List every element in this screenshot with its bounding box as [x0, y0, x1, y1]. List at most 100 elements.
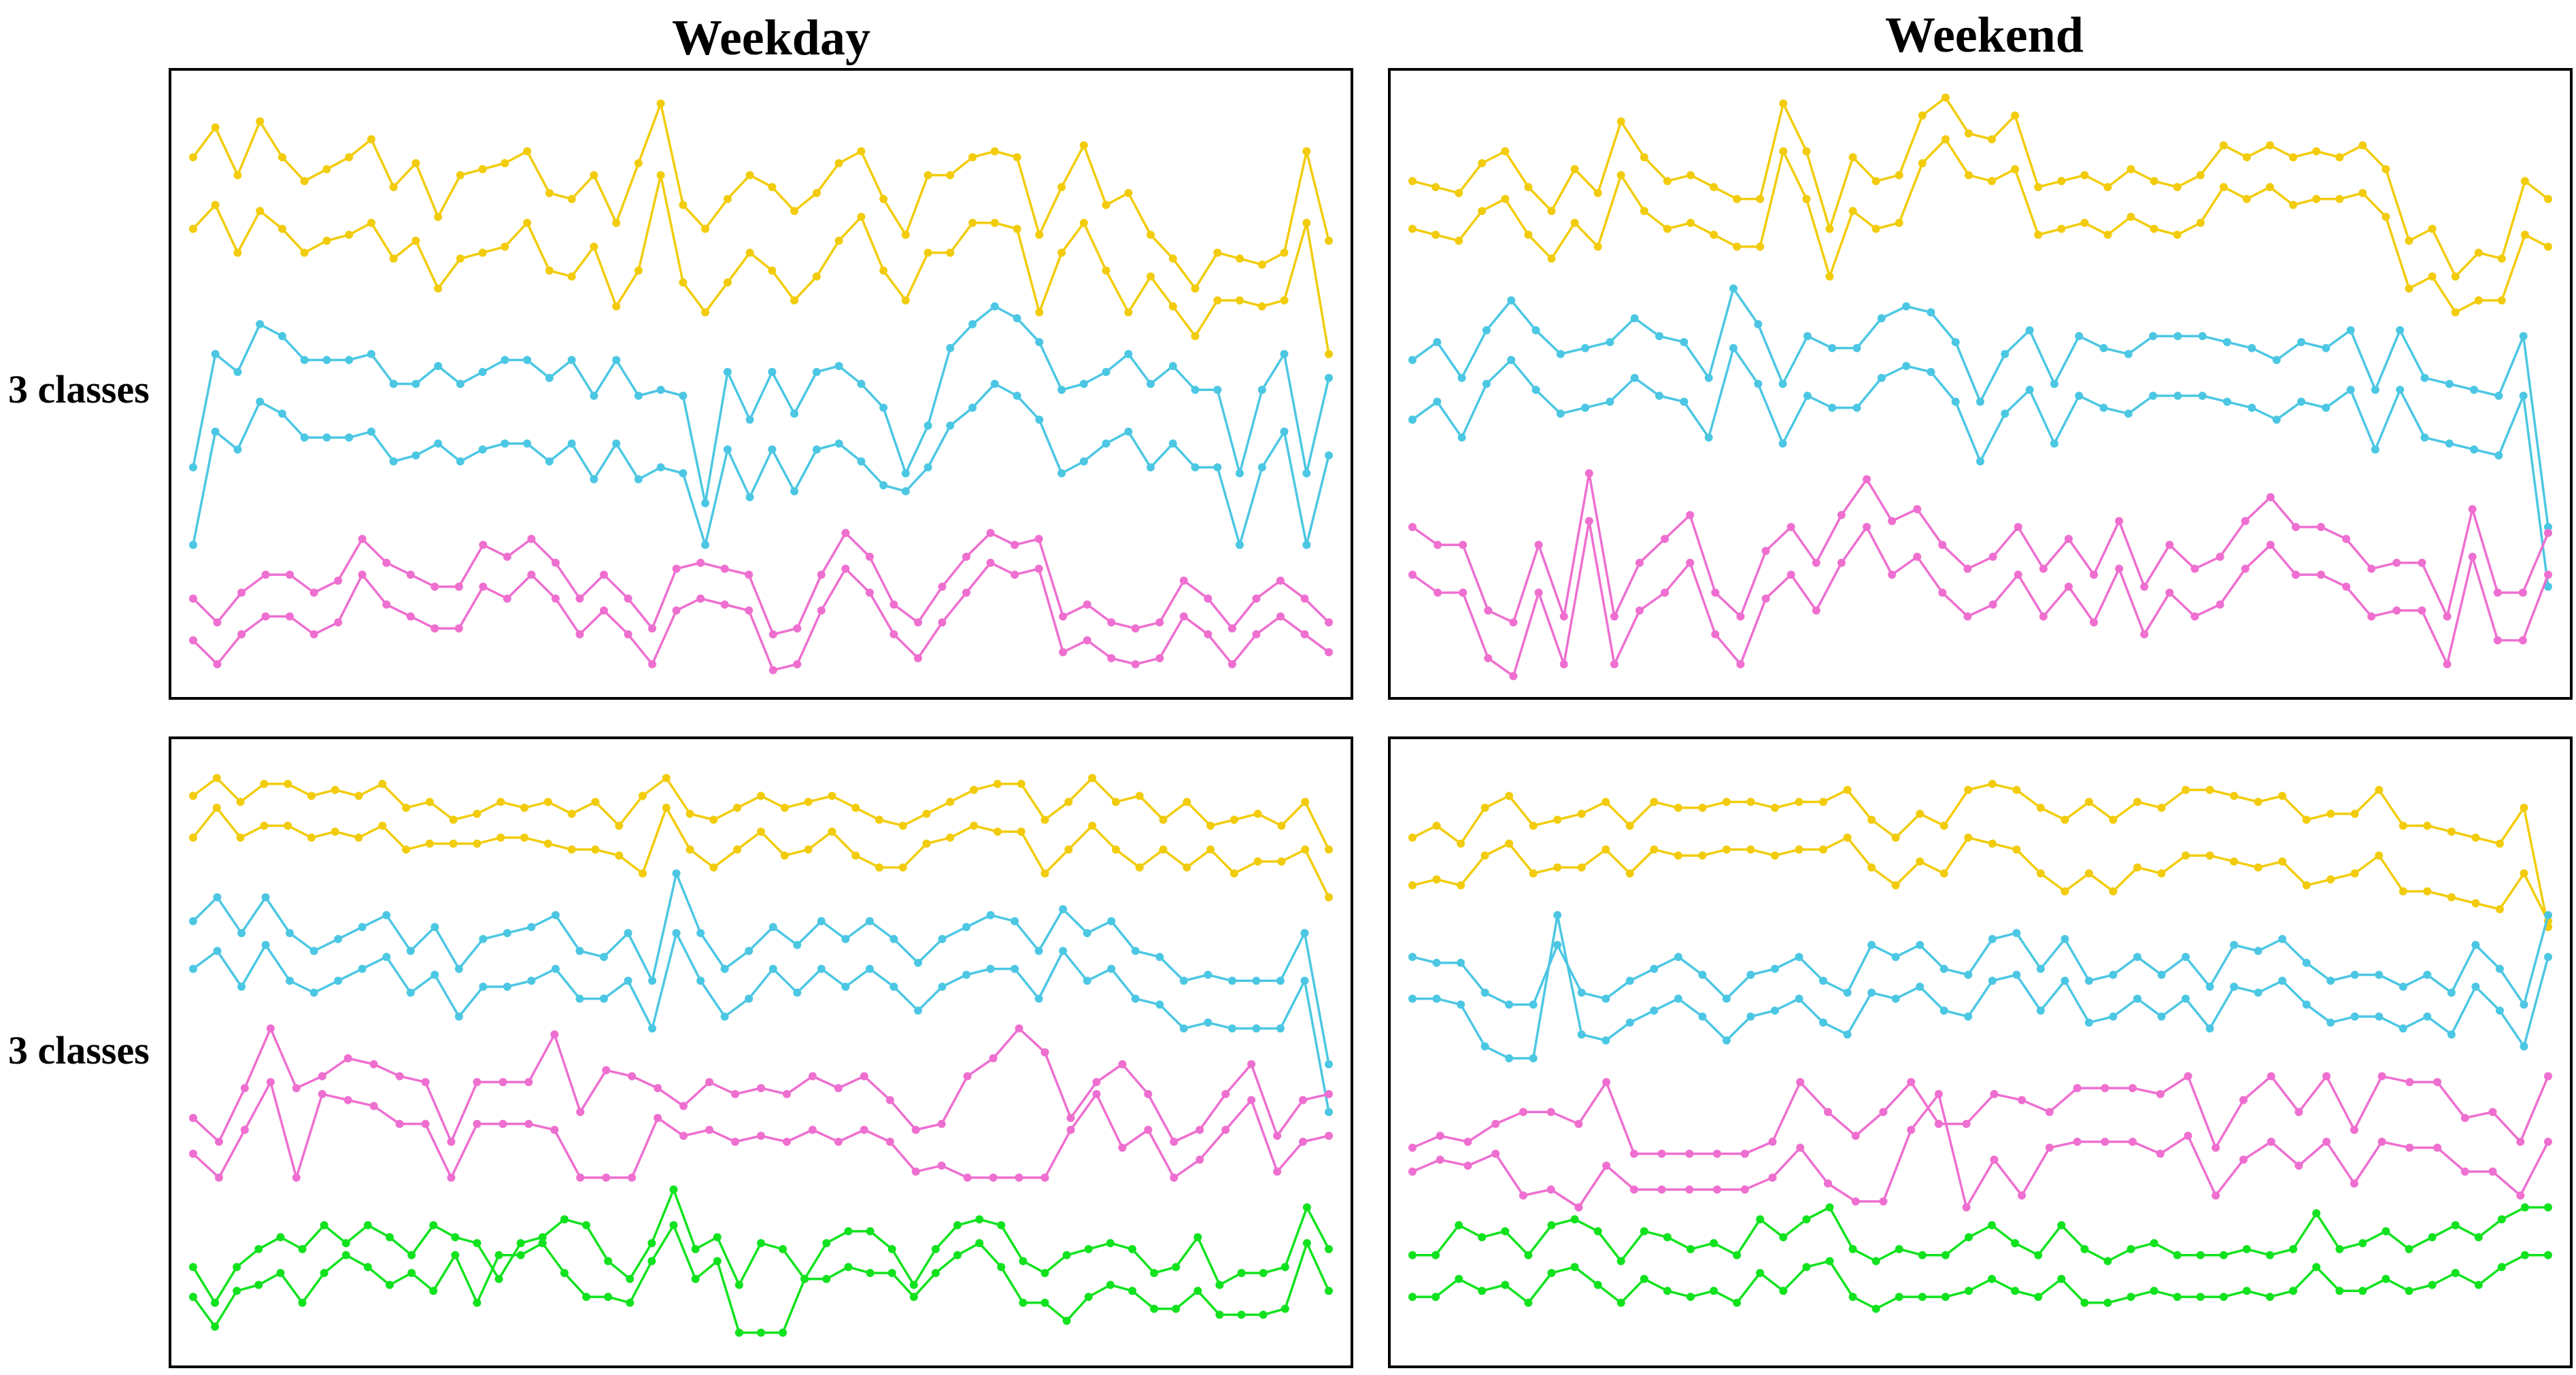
data-point — [2443, 660, 2452, 668]
data-point — [300, 248, 309, 257]
data-point — [1771, 803, 1779, 812]
data-point — [1107, 653, 1116, 662]
data-point — [2018, 1096, 2027, 1104]
data-point — [1771, 964, 1779, 973]
data-point — [367, 427, 375, 436]
data-point — [1040, 1173, 1049, 1182]
data-point — [395, 1072, 404, 1081]
data-point — [1206, 845, 1215, 854]
data-point — [2173, 392, 2182, 400]
data-point — [1988, 552, 1997, 561]
data-point — [841, 564, 850, 573]
data-point — [909, 1280, 918, 1289]
data-point — [602, 1066, 611, 1074]
data-point — [2034, 183, 2043, 192]
data-point — [2544, 1138, 2552, 1146]
data-point — [1934, 1119, 1943, 1128]
data-point — [1828, 403, 1837, 412]
data-point — [679, 1102, 688, 1110]
data-point — [211, 427, 220, 436]
data-point — [2495, 905, 2504, 913]
data-point — [411, 159, 420, 167]
data-point — [1325, 618, 1333, 627]
data-point — [2544, 953, 2552, 962]
data-point — [1733, 194, 1742, 203]
data-point — [1837, 558, 1846, 567]
data-point — [2018, 1191, 2027, 1200]
data-point — [278, 153, 286, 162]
data-point — [479, 934, 488, 943]
data-point — [800, 1274, 809, 1283]
data-point — [240, 1125, 249, 1134]
data-point — [860, 1125, 868, 1134]
data-point — [817, 917, 826, 926]
data-point — [731, 1089, 739, 1098]
data-point — [946, 798, 955, 807]
data-point — [2050, 439, 2058, 448]
data-point — [990, 147, 999, 156]
data-point — [1803, 392, 1812, 400]
data-point — [2057, 224, 2066, 233]
data-point — [2405, 1143, 2414, 1152]
data-point — [2103, 231, 2112, 239]
data-point — [2433, 1143, 2442, 1152]
data-point — [1302, 469, 1311, 477]
data-point — [478, 445, 487, 454]
data-point — [612, 218, 621, 227]
data-point — [2182, 953, 2190, 962]
data-point — [1276, 1024, 1285, 1033]
data-point — [320, 1221, 328, 1229]
data-point — [2520, 1000, 2528, 1009]
data-point — [1102, 201, 1111, 209]
data-point — [817, 606, 826, 615]
data-point — [2080, 1298, 2089, 1307]
data-point — [2133, 953, 2141, 962]
data-point — [276, 1233, 285, 1242]
data-point — [648, 977, 657, 985]
data-point — [1650, 845, 1659, 854]
data-point — [382, 600, 391, 609]
data-point — [1779, 99, 1788, 108]
data-point — [705, 1078, 714, 1087]
data-point — [1478, 1233, 1487, 1242]
data-point — [2302, 881, 2311, 889]
data-point — [1640, 1274, 1648, 1283]
data-point — [2219, 1251, 2228, 1259]
series-line-magenta-upper — [1412, 1074, 2549, 1155]
data-point — [345, 433, 354, 442]
data-point — [887, 1244, 896, 1253]
data-point — [1616, 1257, 1625, 1266]
data-point — [2428, 272, 2437, 281]
data-point — [2103, 183, 2112, 192]
data-point — [1941, 93, 1950, 102]
data-point — [1964, 970, 1973, 979]
data-point — [1918, 1251, 1927, 1259]
data-point — [1106, 1280, 1115, 1289]
data-point — [479, 541, 488, 549]
data-point — [731, 1138, 739, 1146]
data-point — [1325, 845, 1333, 854]
data-point — [691, 1244, 700, 1253]
data-point — [2367, 564, 2376, 573]
data-point — [1698, 803, 1707, 812]
data-point — [1962, 1203, 1971, 1212]
data-point — [2405, 1244, 2413, 1253]
data-point — [1172, 1263, 1181, 1272]
row-label-bottom: 3 classes — [8, 1028, 150, 1072]
data-point — [1107, 917, 1116, 926]
series-magenta-upper — [189, 1024, 1333, 1146]
data-point — [989, 1054, 998, 1063]
data-point — [2474, 1280, 2483, 1289]
data-point — [2165, 541, 2174, 549]
data-point — [237, 588, 246, 597]
data-point — [1891, 953, 1900, 962]
data-point — [237, 929, 246, 938]
data-point — [1325, 1244, 1333, 1253]
data-point — [2396, 386, 2405, 394]
data-point — [434, 439, 443, 448]
data-point — [2157, 1012, 2166, 1021]
data-point — [2012, 785, 2021, 794]
data-point — [2516, 1191, 2525, 1200]
data-point — [2133, 798, 2141, 807]
data-point — [575, 630, 584, 639]
